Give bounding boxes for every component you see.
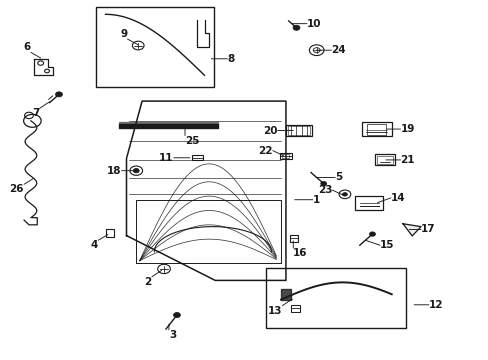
Bar (191, 155, 202, 160)
Text: 19: 19 (400, 124, 414, 134)
Bar (96, 7, 214, 87)
Text: 13: 13 (267, 306, 282, 315)
Text: 9: 9 (120, 29, 127, 39)
Text: 21: 21 (400, 155, 414, 165)
Bar (376, 156, 392, 163)
Text: 23: 23 (317, 185, 331, 195)
Text: 6: 6 (23, 42, 31, 52)
Bar (374, 154, 394, 165)
Text: 26: 26 (10, 184, 24, 194)
Bar (290, 305, 299, 312)
Text: 15: 15 (379, 240, 394, 250)
Text: 20: 20 (263, 126, 277, 135)
Text: 4: 4 (91, 240, 98, 250)
Text: 24: 24 (330, 45, 345, 55)
Bar (354, 196, 382, 211)
Text: 12: 12 (428, 300, 443, 310)
Bar (279, 153, 291, 159)
Bar (105, 229, 114, 237)
Circle shape (56, 92, 62, 97)
Bar (286, 125, 311, 136)
Text: 10: 10 (306, 19, 321, 29)
Bar (266, 268, 406, 328)
Bar (361, 122, 391, 136)
Text: 7: 7 (32, 108, 40, 118)
Polygon shape (402, 224, 420, 236)
Bar (288, 126, 309, 135)
Text: 16: 16 (293, 248, 307, 258)
Text: 3: 3 (168, 330, 176, 340)
Circle shape (342, 193, 346, 196)
Text: 17: 17 (420, 225, 435, 234)
Bar (290, 235, 298, 242)
Text: 14: 14 (390, 193, 405, 203)
Circle shape (173, 312, 180, 318)
Circle shape (320, 181, 326, 186)
Circle shape (369, 232, 375, 236)
Text: 22: 22 (258, 145, 272, 156)
Text: 2: 2 (144, 277, 152, 287)
Circle shape (292, 25, 299, 30)
Bar (282, 154, 289, 158)
Text: 11: 11 (159, 153, 173, 163)
Text: 8: 8 (227, 54, 234, 64)
Circle shape (133, 168, 139, 173)
Bar (366, 124, 385, 135)
Text: 18: 18 (107, 166, 122, 176)
Text: 1: 1 (312, 195, 319, 205)
Text: 25: 25 (184, 135, 199, 145)
Text: 5: 5 (334, 172, 342, 183)
